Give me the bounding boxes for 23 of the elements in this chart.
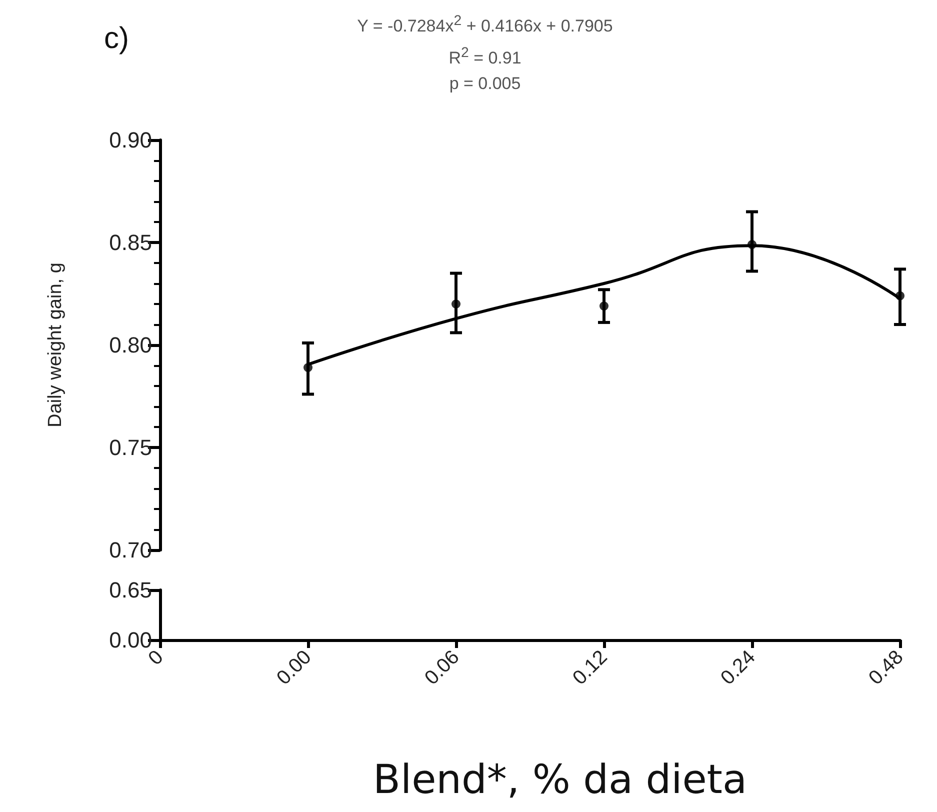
x-tick-label: 0.12: [568, 646, 612, 690]
y-tick-label: 0.70: [109, 538, 152, 562]
x-tick-label: 0.06: [420, 646, 464, 690]
y-tick-label: 0.90: [109, 128, 152, 152]
chart-title: c): [104, 22, 129, 56]
x-tick-label: 0.00: [272, 646, 316, 690]
y-axis-title: Daily weight gain, g: [45, 262, 66, 428]
point: [896, 291, 904, 300]
y-tick-label: 0.85: [109, 230, 152, 255]
point: [304, 363, 312, 372]
y-tick-label: 0.80: [109, 332, 152, 358]
text: Y = -0.7284x$^{2}$ + 0.4166x + 0.7905: [356, 12, 614, 38]
x-tick-label: 0.24: [716, 646, 760, 690]
point: [452, 300, 460, 308]
point: [748, 240, 756, 250]
x-tick-label: 0.48: [864, 646, 908, 690]
text: p = 0.005: [448, 73, 522, 96]
text: R$^{2}$ = 0.91: [448, 44, 522, 70]
y-tick-label: 0.00: [109, 628, 152, 652]
y-tick-label: 0.75: [109, 435, 152, 460]
y-tick-label: 0.65: [109, 578, 152, 602]
x-axis-title: Blend*, % da dieta: [373, 757, 747, 803]
point: [600, 302, 608, 311]
